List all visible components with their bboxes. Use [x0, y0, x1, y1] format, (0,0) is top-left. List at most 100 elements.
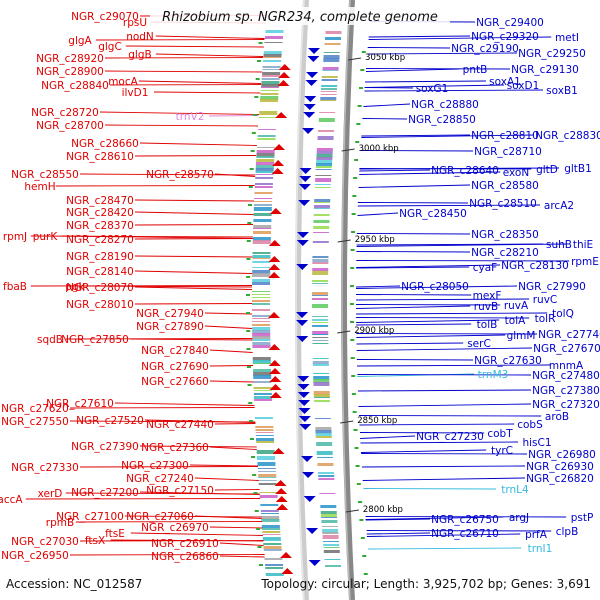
right-feature-block — [321, 85, 338, 87]
right-feature-block — [312, 358, 329, 359]
right-feature-block — [312, 337, 329, 338]
right-gene-label: NGR_c28640 — [431, 165, 499, 177]
marker-dot — [247, 204, 252, 206]
forward-gene-arrow — [274, 480, 287, 486]
left-feature-block — [262, 72, 281, 75]
left-feature-block — [252, 291, 271, 292]
right-feature-block — [312, 325, 329, 327]
left-gene-label: NGR_c27330 — [11, 462, 79, 474]
right-gene-label: hisC1 — [522, 437, 551, 449]
right-gene-label: prfA — [525, 529, 548, 541]
right-feature-block — [315, 166, 332, 168]
left-feature-block — [253, 381, 272, 383]
forward-gene-arrow — [280, 552, 293, 558]
reverse-gene-arrow — [308, 560, 321, 566]
right-feature-block — [312, 331, 329, 335]
marker-dot — [246, 366, 251, 368]
left-feature-block — [252, 360, 271, 364]
reverse-gene-arrow — [306, 72, 319, 78]
forward-gene-arrow — [275, 496, 288, 502]
right-gene-label: NGR_c26980 — [528, 449, 596, 461]
right-feature-block — [325, 31, 342, 34]
right-feature-block — [315, 175, 332, 176]
right-leader-line — [356, 304, 501, 306]
right-leader-line — [356, 319, 500, 323]
marker-dot — [350, 303, 355, 305]
left-leader-line — [134, 286, 253, 290]
left-leader-line — [139, 445, 257, 448]
kbp-tick-label: 2850 kbp — [357, 416, 397, 426]
right-feature-block — [323, 55, 340, 59]
reverse-gene-arrow — [296, 336, 309, 342]
left-feature-block — [255, 435, 274, 436]
right-feature-block — [322, 535, 339, 539]
left-feature-block — [252, 255, 271, 258]
accession-label: Accession: NC_012587 — [6, 577, 142, 591]
left-feature-block — [257, 462, 276, 466]
left-feature-block — [253, 204, 272, 206]
left-feature-block — [253, 372, 272, 376]
left-gene-label: NGR_c27890 — [136, 321, 204, 333]
forward-gene-arrow — [269, 376, 282, 382]
right-leader-line — [361, 134, 471, 137]
marker-dot — [350, 285, 355, 287]
left-feature-block — [252, 333, 271, 337]
right-feature-block — [315, 178, 332, 182]
right-feature-block — [314, 400, 331, 402]
right-feature-block — [312, 271, 329, 275]
forward-gene-arrow — [269, 384, 282, 390]
marker-dot — [246, 258, 251, 260]
right-feature-block — [315, 433, 332, 436]
right-feature-block — [312, 268, 329, 271]
right-feature-block — [321, 79, 338, 81]
left-feature-block — [254, 399, 273, 401]
right-feature-block — [323, 544, 340, 546]
left-feature-block — [261, 525, 280, 528]
backbone-inner-highlight — [295, 0, 305, 600]
left-feature-block — [252, 297, 271, 298]
left-leader-line — [60, 235, 253, 239]
reverse-gene-arrow — [308, 48, 321, 54]
right-leader-line — [357, 212, 399, 216]
reverse-gene-arrow — [296, 264, 309, 270]
right-leader-line — [359, 423, 515, 426]
left-feature-block — [254, 417, 273, 419]
forward-gene-arrow — [268, 312, 281, 318]
right-feature-block — [312, 319, 329, 321]
left-gene-label: NGR_c28470 — [66, 195, 134, 207]
left-feature-block — [262, 66, 281, 68]
left-feature-block — [255, 432, 274, 433]
right-feature-block — [313, 373, 330, 374]
map-title: Rhizobium sp. NGR234, complete genome — [162, 10, 438, 25]
marker-dot — [352, 411, 357, 413]
right-leader-line — [367, 52, 518, 55]
left-feature-block — [252, 303, 271, 305]
right-leader-line — [368, 36, 552, 40]
left-feature-block — [252, 273, 271, 277]
right-leader-line — [361, 465, 526, 468]
reverse-gene-arrow — [302, 128, 315, 134]
left-leader-line — [204, 312, 253, 315]
reverse-gene-arrow — [298, 200, 311, 206]
reverse-gene-arrow — [297, 392, 310, 398]
left-leader-line — [30, 285, 253, 287]
right-leader-line — [359, 171, 501, 175]
left-feature-block — [253, 225, 272, 229]
reverse-gene-arrow — [304, 96, 317, 102]
marker-dot — [246, 312, 251, 314]
right-leader-line — [356, 266, 470, 269]
left-feature-block — [258, 477, 277, 478]
right-leader-line — [356, 342, 464, 345]
forward-gene-arrow — [275, 488, 288, 494]
left-feature-block — [252, 261, 271, 263]
left-gene-label: rpsU — [123, 17, 147, 29]
left-feature-block — [263, 57, 282, 58]
kbp-tick-mark — [345, 509, 359, 513]
reverse-gene-arrow — [297, 384, 310, 390]
left-leader-line — [134, 224, 254, 226]
right-gene-label: aroB — [545, 411, 569, 423]
left-feature-block — [252, 258, 271, 259]
left-feature-block — [264, 558, 283, 560]
right-leader-line — [364, 87, 414, 89]
reverse-gene-arrow — [299, 168, 312, 174]
